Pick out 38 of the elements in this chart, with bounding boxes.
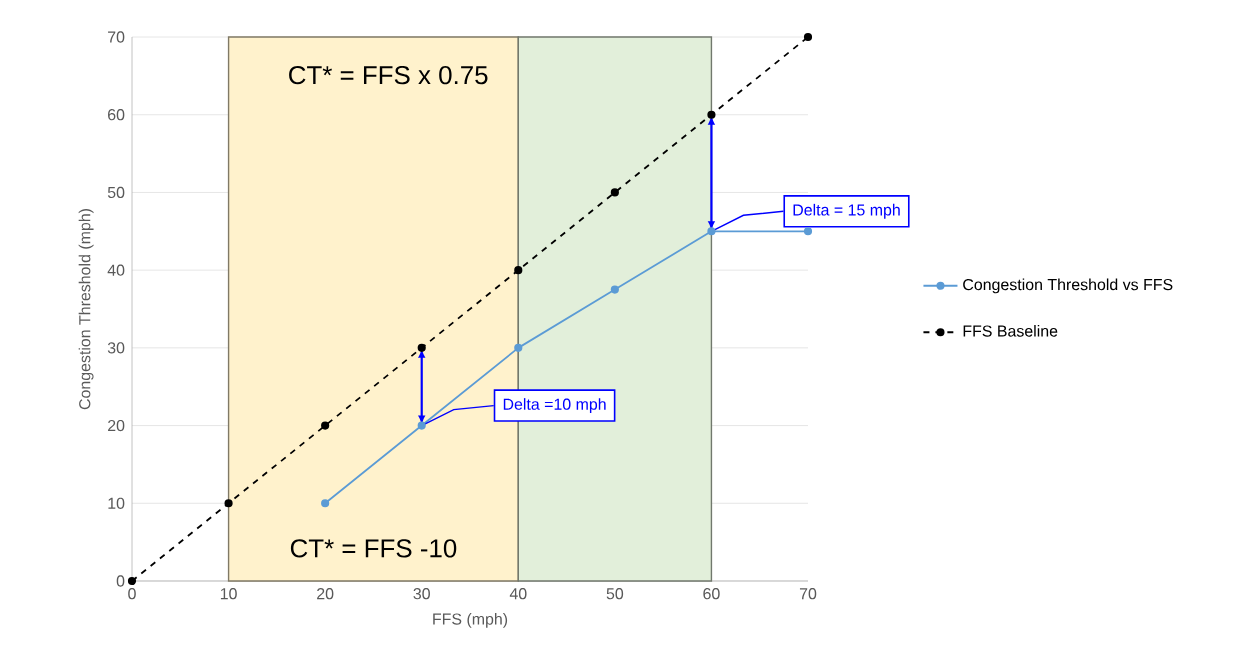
point	[514, 266, 523, 275]
point	[417, 421, 426, 430]
legend-label: FFS Baseline	[963, 324, 1058, 337]
x-tick-label: 30	[413, 588, 430, 600]
legend-label: Congestion Threshold vs FFS	[963, 278, 1173, 294]
point	[417, 343, 426, 352]
y-tick-label: 10	[108, 497, 125, 509]
x-tick-label: 70	[799, 588, 817, 600]
x-tick-label: 10	[220, 588, 237, 600]
y-tick-label: 0	[116, 575, 125, 587]
point	[127, 576, 137, 586]
y-axis-title: Congestion Threshold (mph)	[78, 209, 94, 410]
y-tick-label: 50	[107, 186, 125, 199]
x-tick-label: 20	[317, 588, 334, 600]
annotation: Delta = 15 mph	[793, 203, 900, 219]
x-tick-label: 50	[606, 588, 624, 600]
y-tick-label: 30	[107, 342, 125, 354]
point	[707, 227, 716, 236]
point	[610, 285, 619, 294]
y-tick-label: 40	[107, 264, 125, 276]
point	[514, 343, 523, 352]
point	[803, 227, 813, 236]
x-axis-title: FFS (mph)	[433, 612, 508, 628]
point	[321, 421, 330, 430]
point	[803, 32, 813, 42]
x-tick-label: 60	[703, 588, 720, 600]
x-tick-label: 0	[128, 588, 136, 600]
annotation: Delta =10 mph	[503, 398, 606, 414]
point	[610, 188, 619, 197]
x-tick-label: 40	[509, 588, 527, 600]
annotation: CT* = FFS x 0.75	[289, 65, 488, 85]
point	[321, 499, 330, 508]
point	[224, 499, 233, 508]
point	[707, 110, 716, 119]
y-tick-label: 20	[108, 419, 125, 432]
band-label: CT* = FFS -10	[290, 539, 457, 558]
y-tick-label: 60	[108, 109, 125, 121]
y-tick-label: 70	[108, 31, 125, 43]
